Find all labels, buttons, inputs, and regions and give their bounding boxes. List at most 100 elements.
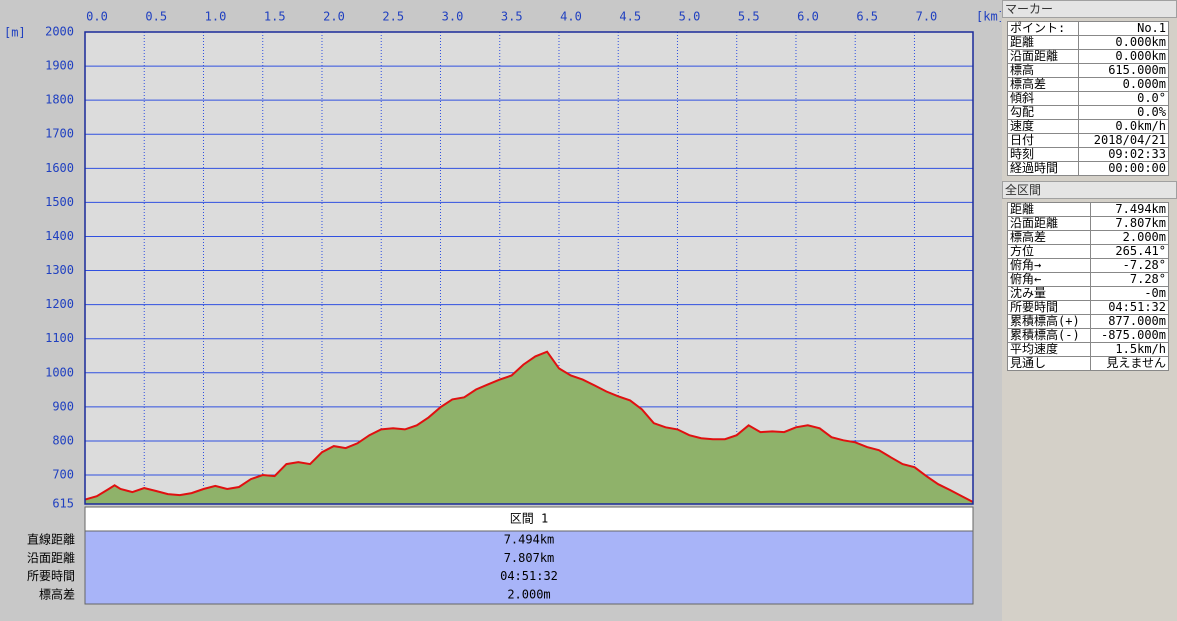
- row-label: 沿面距離: [1007, 49, 1079, 64]
- y-tick-label: 1300: [45, 263, 74, 277]
- x-tick-label: 0.5: [145, 10, 167, 24]
- x-tick-label: 3.5: [501, 10, 523, 24]
- table-row: 沿面距離 0.000km: [1007, 49, 1170, 64]
- row-value: 7.28°: [1090, 272, 1169, 287]
- summary-label: 標高差: [39, 586, 75, 601]
- row-value: 0.0%: [1077, 105, 1170, 120]
- row-label: ポイント:: [1007, 21, 1079, 36]
- summary-value: 2.000m: [507, 587, 550, 601]
- table-row: 方位 265.41°: [1006, 244, 1169, 259]
- table-row: 経過時間 00:00:00: [1007, 161, 1170, 176]
- table-row: 標高差 2.000m: [1006, 230, 1169, 245]
- summary-value: 7.807km: [504, 551, 555, 565]
- row-label: 日付: [1007, 133, 1079, 148]
- row-label: 傾斜: [1007, 91, 1079, 106]
- y-axis-label: [m]: [4, 26, 26, 40]
- elevation-line: [84, 350, 974, 503]
- plot-border: [84, 31, 974, 505]
- summary-label: 沿面距離: [27, 551, 75, 565]
- row-label: 俯角→: [1006, 258, 1092, 273]
- row-label: 標高: [1007, 63, 1079, 78]
- row-value: -7.28°: [1090, 258, 1169, 273]
- row-value: 0.0°: [1077, 91, 1170, 106]
- table-row: 距離 0.000km: [1007, 35, 1170, 50]
- table-row: 標高差 0.000m: [1007, 77, 1170, 92]
- y-tick-label: 900: [52, 399, 74, 413]
- y-tick-label: 1500: [45, 195, 74, 209]
- table-row: 標高 615.000m: [1007, 63, 1170, 78]
- table-row: 俯角→ -7.28°: [1006, 258, 1169, 273]
- row-label: 累積標高(-): [1006, 328, 1092, 343]
- row-label: 方位: [1006, 244, 1092, 259]
- y-tick-label: 2000: [45, 25, 74, 39]
- row-value: 0.000m: [1077, 77, 1170, 92]
- row-value: -0m: [1090, 286, 1169, 301]
- row-label: 見通し: [1006, 356, 1092, 371]
- table-row: ポイント: No.1: [1007, 21, 1170, 36]
- summary-header: 区間 1: [510, 512, 548, 526]
- y-tick-label: 700: [52, 468, 74, 482]
- summary-value: 04:51:32: [500, 569, 558, 583]
- row-value: 265.41°: [1090, 244, 1169, 259]
- elevation-area: [85, 351, 973, 504]
- table-row: 勾配 0.0%: [1007, 105, 1170, 120]
- row-value: 615.000m: [1077, 63, 1170, 78]
- table-row: 所要時間 04:51:32: [1006, 300, 1169, 315]
- table-row: 日付 2018/04/21: [1007, 133, 1170, 148]
- table-row: 俯角← 7.28°: [1006, 272, 1169, 287]
- table-row: 累積標高(+) 877.000m: [1006, 314, 1169, 329]
- y-tick-label: 1000: [45, 365, 74, 379]
- panel-title: 全区間: [1002, 181, 1177, 199]
- row-value: 7.807km: [1090, 216, 1169, 231]
- row-value: 09:02:33: [1077, 147, 1170, 162]
- row-label: 沈み量: [1006, 286, 1092, 301]
- table-row: 平均速度 1.5km/h: [1006, 342, 1169, 357]
- table-row: 距離 7.494km: [1006, 202, 1169, 217]
- row-label: 累積標高(+): [1006, 314, 1092, 329]
- row-value: -875.000m: [1090, 328, 1169, 343]
- row-label: 勾配: [1007, 105, 1079, 120]
- y-tick-label: 1100: [45, 331, 74, 345]
- chart: [m] [km] 615 700 800 900 1000 1100 1200 1300 1400 1…: [4, 10, 1001, 605]
- table-row: 傾斜 0.0°: [1007, 91, 1170, 106]
- summary-label: 直線距離: [27, 532, 75, 547]
- summary-value: 7.494km: [504, 533, 555, 547]
- row-value: 0.000km: [1077, 35, 1170, 50]
- y-tick-label: 1200: [45, 297, 74, 311]
- row-value: 877.000m: [1090, 314, 1169, 329]
- table-row: 累積標高(-) -875.000m: [1006, 328, 1169, 343]
- x-tick-label: 7.0: [916, 10, 938, 24]
- y-tick-label: 1600: [45, 161, 74, 175]
- x-tick-label: 6.5: [856, 10, 878, 24]
- y-tick-label: 1800: [45, 93, 74, 107]
- row-label: 速度: [1007, 119, 1079, 134]
- x-tick-label: 4.5: [619, 10, 641, 24]
- table-row: 速度 0.0km/h: [1007, 119, 1170, 134]
- table-row: 沈み量 -0m: [1006, 286, 1169, 301]
- x-tick-label: 1.0: [205, 10, 227, 24]
- marker-table: ポイント: No.1 距離 0.000km 沿面距離 0.000km 標高 615.000m 標…: [1007, 21, 1170, 176]
- x-tick-label: 2.0: [323, 10, 345, 24]
- x-tick-label: 3.0: [442, 10, 464, 24]
- row-value: 7.494km: [1090, 202, 1169, 217]
- row-label: 時刻: [1007, 147, 1079, 162]
- x-tick-label: 5.0: [679, 10, 701, 24]
- y-tick-label: 1400: [45, 229, 74, 243]
- y-tick-label: 1700: [45, 127, 74, 141]
- row-label: 距離: [1006, 202, 1092, 217]
- x-tick-label: 2.5: [382, 10, 404, 24]
- row-value: 0.0km/h: [1077, 119, 1170, 134]
- table-row: 見通し 見えません: [1006, 356, 1169, 371]
- summary-header-bg: [84, 506, 974, 532]
- y-tick-label: 615: [52, 497, 74, 511]
- row-value: 2.000m: [1090, 230, 1169, 245]
- x-axis-label: [km]: [976, 10, 1001, 24]
- side-panel: マーカー ポイント: No.1 距離 0.000km 沿面距離 0.000km 標高 615.…: [1002, 0, 1177, 621]
- row-value: 04:51:32: [1090, 300, 1169, 315]
- row-value: 見えません: [1090, 356, 1169, 371]
- row-label: 平均速度: [1006, 342, 1092, 357]
- x-tick-label: 6.0: [797, 10, 819, 24]
- row-value: No.1: [1077, 21, 1170, 36]
- row-label: 標高差: [1006, 230, 1092, 245]
